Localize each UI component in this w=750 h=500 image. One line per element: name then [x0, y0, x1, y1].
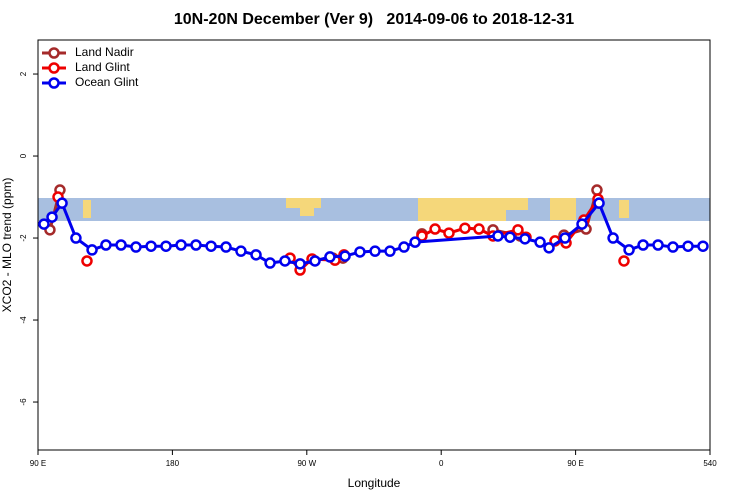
data-point: [409, 236, 421, 248]
data-point: [235, 245, 247, 257]
data-point: [637, 239, 649, 251]
plot-frame: [37, 39, 711, 451]
data-point: [205, 240, 217, 252]
data-point: [250, 249, 262, 261]
data-point: [220, 241, 232, 253]
data-point: [652, 239, 664, 251]
data-point: [576, 218, 588, 230]
data-point: [429, 223, 441, 235]
data-point: [294, 258, 306, 270]
data-point: [81, 255, 93, 267]
data-point: [593, 197, 605, 209]
y-tick-label: -6: [19, 398, 28, 406]
data-point: [339, 250, 351, 262]
data-point: [398, 241, 410, 253]
legend-label: Ocean Glint: [75, 75, 139, 89]
data-point: [264, 257, 276, 269]
data-point: [384, 245, 396, 257]
data-point: [369, 245, 381, 257]
data-point: [519, 233, 531, 245]
data-point: [534, 236, 546, 248]
data-point: [354, 246, 366, 258]
data-point: [667, 241, 679, 253]
data-point: [130, 241, 142, 253]
data-point: [279, 255, 291, 267]
data-point: [682, 240, 694, 252]
data-point: [607, 232, 619, 244]
chart-title: 10N-20N December (Ver 9) 2014-09-06 to 2…: [174, 11, 574, 28]
legend-marker: [48, 62, 60, 74]
data-point: [46, 211, 58, 223]
y-tick-label: 2: [19, 71, 28, 76]
data-point: [504, 231, 516, 243]
data-point: [145, 240, 157, 252]
x-tick-label: 0: [439, 459, 444, 468]
map-strip: [38, 198, 710, 221]
data-point: [175, 239, 187, 251]
x-tick-label: 540: [703, 459, 717, 468]
data-point: [324, 251, 336, 263]
x-tick-label: 180: [166, 459, 180, 468]
data-point: [100, 239, 112, 251]
data-point: [512, 224, 524, 236]
data-point: [115, 239, 127, 251]
y-tick-label: -2: [19, 234, 28, 242]
y-tick-label: -4: [19, 316, 28, 324]
legend-label: Land Glint: [75, 60, 130, 74]
data-point: [160, 240, 172, 252]
data-point: [309, 255, 321, 267]
data-point: [473, 223, 485, 235]
data-point: [56, 197, 68, 209]
x-tick-label: 90 E: [30, 459, 46, 468]
data-point: [623, 244, 635, 256]
x-tick-label: 90 W: [297, 459, 316, 468]
y-tick-label: 0: [19, 153, 28, 158]
data-point: [86, 244, 98, 256]
data-point: [559, 232, 571, 244]
x-axis-label: Longitude: [348, 476, 401, 490]
data-point: [443, 227, 455, 239]
data-point: [697, 240, 709, 252]
legend-label: Land Nadir: [75, 45, 134, 59]
data-point: [591, 184, 603, 196]
data-point: [70, 232, 82, 244]
data-point: [492, 230, 504, 242]
data-point: [618, 255, 630, 267]
data-point: [38, 218, 50, 230]
x-tick-label: 90 E: [567, 459, 583, 468]
y-axis-label: XCO2 - MLO trend (ppm): [0, 178, 14, 313]
data-point: [459, 222, 471, 234]
legend-marker: [48, 47, 60, 59]
legend-marker: [48, 77, 60, 89]
data-point: [190, 239, 202, 251]
data-point: [543, 242, 555, 254]
